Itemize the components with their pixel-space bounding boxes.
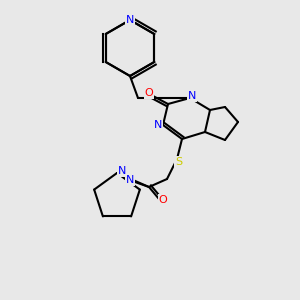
Text: S: S [176, 157, 183, 167]
Text: N: N [126, 175, 134, 185]
Text: N: N [154, 120, 162, 130]
Text: N: N [188, 91, 196, 101]
Text: N: N [118, 166, 126, 176]
Text: N: N [126, 15, 134, 25]
Text: O: O [159, 195, 167, 205]
Text: O: O [145, 88, 153, 98]
